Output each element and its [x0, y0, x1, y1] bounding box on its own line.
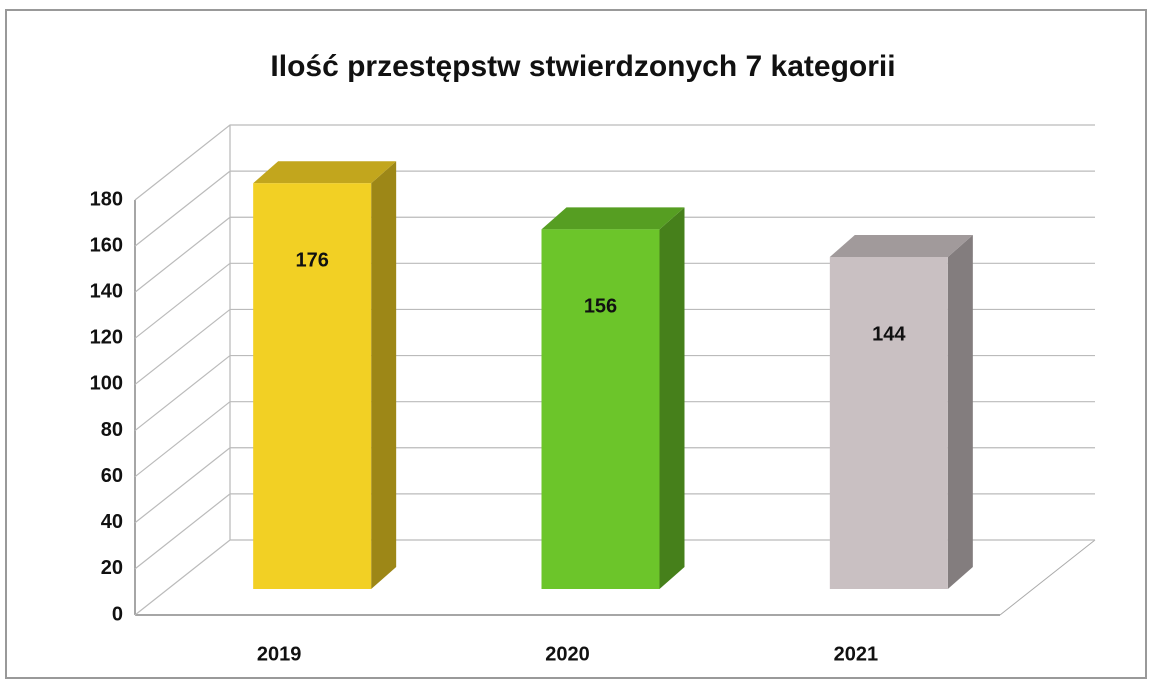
chart-title: Ilość przestępstw stwierdzonych 7 katego…: [270, 50, 895, 83]
y-tick-label: 120: [90, 327, 123, 349]
y-tick-label: 60: [101, 465, 123, 487]
y-tick-label: 0: [112, 603, 123, 625]
grid-line: [134, 124, 1095, 201]
bar-side: [659, 207, 685, 590]
bar-top: [829, 235, 973, 257]
y-tick-label: 180: [90, 188, 123, 210]
grid-line: [134, 262, 1095, 339]
grid-line: [134, 401, 1095, 478]
value-label: 176: [295, 250, 328, 272]
grid-line: [134, 308, 1095, 385]
y-tick-label: 80: [101, 419, 123, 441]
value-label: 144: [872, 323, 906, 345]
bar: [541, 229, 660, 590]
value-label: 156: [584, 296, 617, 318]
y-tick-label: 140: [90, 281, 123, 303]
grid-line: [134, 354, 1095, 432]
grid-line: [134, 170, 1095, 247]
bar-side: [371, 161, 397, 589]
grid-line: [134, 493, 1095, 570]
x-tick-label: 2019: [257, 643, 302, 665]
bar: [253, 183, 372, 589]
y-tick-label: 20: [101, 557, 123, 579]
grid-line: [134, 539, 1095, 616]
y-tick-label: 40: [101, 511, 123, 533]
axis: [999, 539, 1096, 616]
bar-top: [253, 161, 397, 184]
bar-side: [947, 235, 973, 589]
x-tick-label: 2020: [545, 643, 590, 665]
x-tick-label: 2021: [834, 643, 879, 665]
y-tick-label: 160: [90, 234, 123, 256]
grid-line: [134, 447, 1095, 524]
bar-top: [541, 207, 685, 230]
bar: [829, 257, 948, 589]
y-tick-label: 100: [90, 373, 123, 395]
grid-line: [134, 216, 1095, 293]
